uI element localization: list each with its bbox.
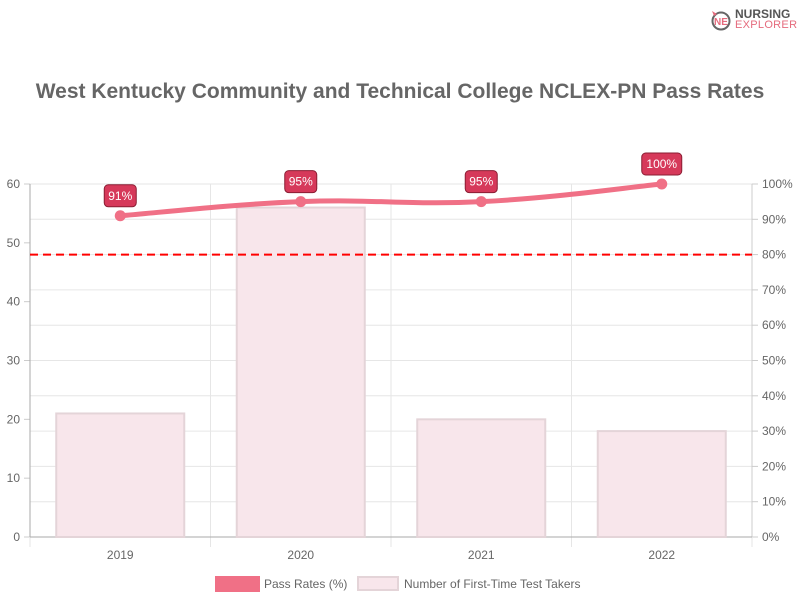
left-tick-label: 10 — [7, 471, 21, 485]
x-tick-label: 2022 — [648, 548, 675, 562]
legend-label-test-takers: Number of First-Time Test Takers — [404, 577, 580, 591]
right-tick-label: 40% — [762, 389, 786, 403]
x-tick-label: 2019 — [107, 548, 134, 562]
left-tick-label: 60 — [7, 177, 21, 191]
left-tick-label: 30 — [7, 354, 21, 368]
pass-rate-point-2020 — [295, 196, 307, 208]
data-label-box — [464, 170, 498, 194]
data-label: 95% — [289, 175, 313, 189]
chart-title: West Kentucky Community and Technical Co… — [35, 80, 765, 103]
right-tick-label: 90% — [762, 212, 786, 226]
right-tick-label: 30% — [762, 424, 786, 438]
legend-swatch-pass-rates — [215, 576, 260, 592]
x-tick-label: 2020 — [287, 548, 314, 562]
data-label-box — [641, 152, 683, 176]
bar-2020 — [235, 206, 366, 539]
right-tick-label: 0% — [762, 530, 780, 544]
left-tick-label: 20 — [7, 412, 21, 426]
legend-label-pass-rates: Pass Rates (%) — [264, 577, 347, 591]
legend-swatch-test-takers — [357, 576, 399, 591]
pass-rate-point-2019 — [114, 210, 126, 222]
data-label: 95% — [469, 175, 493, 189]
left-tick-label: 40 — [7, 295, 21, 309]
data-label: 100% — [646, 157, 677, 171]
logo-icon: NE — [711, 11, 731, 31]
data-label-box — [284, 170, 318, 194]
right-tick-label: 70% — [762, 283, 786, 297]
logo-line1: NURSING — [735, 7, 791, 21]
bar-2021 — [416, 418, 547, 539]
svg-text:NE: NE — [714, 17, 728, 28]
logo-line2: EXPLORER — [735, 19, 798, 31]
pass-rate-line — [120, 181, 662, 219]
pass-rate-point-2022 — [656, 178, 668, 190]
pass-rate-point-2021 — [475, 196, 487, 208]
right-tick-label: 100% — [762, 177, 793, 191]
bar-2019 — [55, 412, 186, 539]
bar-2022 — [596, 430, 727, 539]
right-tick-label: 80% — [762, 248, 786, 262]
right-tick-label: 50% — [762, 354, 786, 368]
logo: NE NURSING EXPLORER — [710, 7, 798, 31]
data-label-box — [103, 184, 137, 208]
left-tick-label: 0 — [13, 530, 20, 544]
data-label: 91% — [108, 189, 132, 203]
left-tick-label: 50 — [7, 236, 21, 250]
x-tick-label: 2021 — [468, 548, 495, 562]
right-tick-label: 60% — [762, 318, 786, 332]
right-tick-label: 10% — [762, 495, 786, 509]
right-tick-label: 20% — [762, 459, 786, 473]
